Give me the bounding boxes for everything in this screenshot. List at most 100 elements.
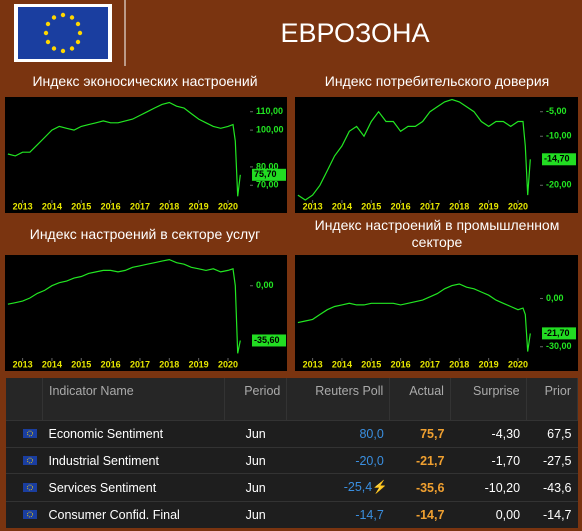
x-tick-label: 2014 — [332, 359, 352, 369]
cell-text: -25,4 — [343, 480, 373, 495]
chart-title: Индекс потребительского доверия — [292, 66, 582, 96]
x-tick-label: 2013 — [303, 201, 323, 211]
series-line — [7, 258, 241, 354]
table-row: Industrial Sentiment Jun -20,0 -21,7 -1,70 -2… — [6, 446, 578, 474]
table-cell: -1,70 — [450, 446, 527, 474]
current-value-box — [542, 327, 576, 340]
current-value-box — [542, 153, 576, 166]
x-tick-label: 2016 — [101, 201, 121, 211]
x-tick-label: 2019 — [189, 359, 209, 369]
current-value-box — [252, 334, 286, 347]
table-row: Consumer Confid. Final Jun -14,7 -14,7 0,00-… — [6, 501, 578, 528]
x-tick-label: 2014 — [42, 201, 62, 211]
x-tick-label: 2016 — [101, 359, 121, 369]
table-cell: -43,6 — [526, 473, 578, 502]
y-tick-label: -20,00 — [546, 180, 572, 190]
y-tick-label: -5,00 — [546, 106, 567, 116]
x-tick-label: 2020 — [218, 201, 238, 211]
table-cell: 80,0 — [286, 420, 390, 448]
y-tick-label: 70,00 — [256, 180, 279, 190]
current-value-label: -35,60 — [254, 335, 280, 345]
table-cell: -25,4 ⚡ — [286, 473, 390, 502]
table-cell: Services Sentiment — [42, 473, 225, 502]
page-title: ЕВРОЗОНА — [280, 17, 430, 48]
column-header: Surprise — [450, 378, 527, 421]
row-flag — [22, 428, 37, 438]
x-tick-label: 2014 — [332, 201, 352, 211]
table-cell: 0,00 — [450, 501, 527, 528]
x-tick-label: 2017 — [420, 359, 440, 369]
y-tick-label: 100,00 — [256, 124, 284, 134]
x-tick-label: 2019 — [479, 201, 499, 211]
flag-icon-cell — [6, 473, 43, 502]
plot-background — [295, 97, 578, 213]
x-tick-label: 2020 — [508, 201, 528, 211]
table-cell: -14,7 — [389, 501, 451, 528]
column-header: Period — [224, 378, 288, 421]
table-cell: Industrial Sentiment — [42, 446, 225, 474]
table-cell: Economic Sentiment — [42, 420, 225, 448]
x-tick-label: 2013 — [303, 359, 323, 369]
table-cell: -21,7 — [389, 446, 451, 474]
x-tick-label: 2013 — [13, 359, 33, 369]
y-tick-label: 110,00 — [256, 106, 283, 116]
y-tick-label: 0,00 — [546, 293, 564, 303]
x-tick-label: 2016 — [391, 359, 411, 369]
x-tick-label: 2016 — [391, 201, 411, 211]
header-row: Indicator Name Period Reuters Poll Actual Su… — [6, 378, 579, 421]
x-tick-label: 2019 — [479, 359, 499, 369]
column-header: Indicator Name — [42, 378, 225, 421]
table-row: Economic Sentiment Jun 80,0 75,7 -4,30 67,5 — [6, 420, 578, 448]
series-line — [7, 101, 241, 197]
flag-icon-cell — [6, 501, 43, 528]
chart-title: Индекс эконосических настроений — [0, 66, 290, 96]
x-tick-label: 2013 — [13, 201, 33, 211]
table-cell: -4,30 — [450, 420, 527, 448]
table-cell: 67,5 — [526, 420, 578, 448]
plot-background — [295, 255, 578, 371]
plot-background — [5, 255, 287, 371]
y-tick-label: -30,00 — [546, 341, 572, 351]
y-tick-label: 0,00 — [256, 280, 274, 290]
chart-title: Индекс настроений в промышленном секторе — [292, 214, 582, 254]
column-header: Reuters Poll — [286, 378, 391, 421]
plot-background — [5, 97, 287, 213]
chart-title: Индекс настроений в секторе услуг — [0, 214, 290, 254]
table-cell: -35,6 — [389, 473, 451, 502]
y-tick-label: 80,00 — [256, 161, 279, 171]
x-tick-label: 2015 — [71, 201, 91, 211]
current-value-box — [252, 168, 286, 181]
flag-icon-cell — [6, 420, 43, 448]
x-tick-label: 2017 — [130, 359, 150, 369]
table-cell: -14,7 — [286, 501, 390, 528]
indicator-table: Indicator Name Period Reuters Poll Actual Su… — [6, 378, 579, 528]
table-cell: Jun — [224, 501, 287, 528]
table-cell: Jun — [224, 446, 287, 474]
y-tick-label: -10,00 — [546, 131, 572, 141]
table-cell: Jun — [224, 420, 287, 448]
current-value-label: -14,70 — [544, 154, 570, 164]
table-row: Services Sentiment Jun -25,4 ⚡ -35,6 -10,20 -4… — [6, 473, 578, 502]
x-tick-label: 2014 — [42, 359, 62, 369]
table-cell: Jun — [224, 473, 287, 502]
x-tick-label: 2018 — [449, 359, 469, 369]
x-tick-label: 2018 — [159, 201, 179, 211]
alert-icon: ⚡ — [372, 480, 388, 495]
x-tick-label: 2020 — [508, 359, 528, 369]
row-flag — [22, 482, 37, 492]
current-value-label: -21,70 — [544, 328, 570, 338]
column-header: Prior — [526, 378, 579, 421]
x-tick-label: 2015 — [361, 201, 381, 211]
column-header: Actual — [389, 378, 451, 421]
flag-stars — [43, 12, 83, 54]
flag-icon-cell — [6, 446, 43, 474]
table-cell: -10,20 — [450, 473, 527, 502]
table-cell: -27,5 — [526, 446, 578, 474]
series-line — [297, 283, 531, 352]
row-flag — [22, 510, 37, 520]
x-tick-label: 2018 — [449, 201, 469, 211]
x-tick-label: 2018 — [159, 359, 179, 369]
x-tick-label: 2017 — [130, 201, 150, 211]
